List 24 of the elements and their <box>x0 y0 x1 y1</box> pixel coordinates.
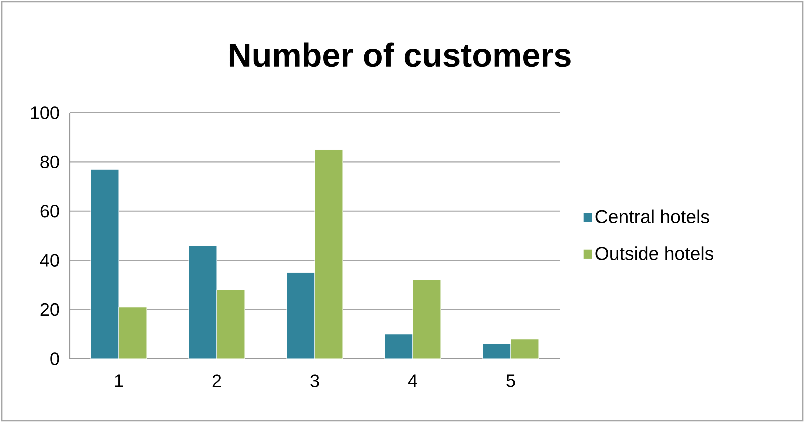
bar <box>118 307 148 359</box>
bar <box>384 334 414 359</box>
x-tick-label: 5 <box>506 374 516 388</box>
bar <box>314 150 344 359</box>
y-tick-label: 80 <box>40 156 60 169</box>
y-tick-label: 100 <box>31 106 60 120</box>
bar <box>412 280 442 359</box>
legend-label: Outside hotels <box>596 246 714 260</box>
bar <box>510 339 540 359</box>
chart-title: Number of customers <box>230 42 571 68</box>
y-tick-label: 20 <box>40 303 60 316</box>
bar <box>188 246 218 359</box>
bar <box>90 169 120 359</box>
x-tick-label: 1 <box>115 374 124 388</box>
y-tick-label: 60 <box>40 205 60 218</box>
x-tick-label: 2 <box>212 374 222 388</box>
x-tick-label: 4 <box>408 374 418 388</box>
legend-label: Central hotels <box>596 210 710 224</box>
y-tick-label: 0 <box>50 352 60 366</box>
y-tick-label: 40 <box>40 254 60 267</box>
bar <box>216 290 246 359</box>
bar <box>286 272 316 359</box>
bar <box>482 344 512 359</box>
x-tick-label: 3 <box>310 374 320 388</box>
